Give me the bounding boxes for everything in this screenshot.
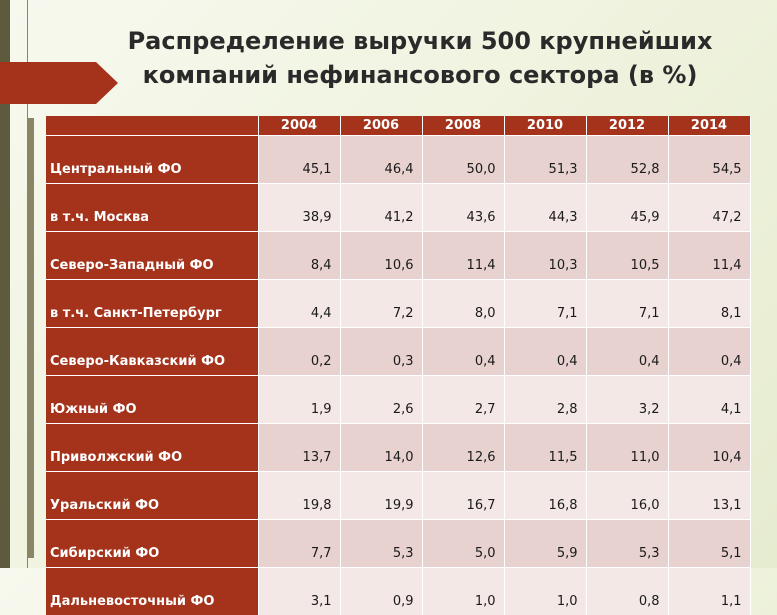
value-cell: 8,1 (668, 280, 750, 328)
value-cell: 0,2 (258, 328, 340, 376)
value-cell: 41,2 (340, 184, 422, 232)
value-cell: 5,3 (586, 520, 668, 568)
value-cell: 51,3 (504, 136, 586, 184)
region-label: в т.ч. Москва (46, 184, 258, 232)
year-header: 2010 (504, 116, 586, 136)
value-cell: 10,3 (504, 232, 586, 280)
value-cell: 50,0 (422, 136, 504, 184)
region-label: Северо-Западный ФО (46, 232, 258, 280)
year-header: 2012 (586, 116, 668, 136)
revenue-distribution-table: 2004 2006 2008 2010 2012 2014 Центральны… (46, 116, 751, 615)
value-cell: 7,1 (586, 280, 668, 328)
value-cell: 14,0 (340, 424, 422, 472)
value-cell: 38,9 (258, 184, 340, 232)
value-cell: 19,8 (258, 472, 340, 520)
value-cell: 4,4 (258, 280, 340, 328)
value-cell: 7,1 (504, 280, 586, 328)
value-cell: 10,6 (340, 232, 422, 280)
value-cell: 11,4 (668, 232, 750, 280)
slide-title-line-1: Распределение выручки 500 крупнейших (120, 24, 720, 58)
region-label: Уральский ФО (46, 472, 258, 520)
value-cell: 8,0 (422, 280, 504, 328)
value-cell: 10,5 (586, 232, 668, 280)
value-cell: 19,9 (340, 472, 422, 520)
value-cell: 2,8 (504, 376, 586, 424)
region-label: Приволжский ФО (46, 424, 258, 472)
year-header: 2006 (340, 116, 422, 136)
value-cell: 10,4 (668, 424, 750, 472)
value-cell: 7,7 (258, 520, 340, 568)
region-label: Дальневосточный ФО (46, 568, 258, 615)
title-arrow-decor (0, 62, 118, 104)
value-cell: 16,8 (504, 472, 586, 520)
value-cell: 16,0 (586, 472, 668, 520)
value-cell: 0,4 (422, 328, 504, 376)
value-cell: 0,4 (586, 328, 668, 376)
value-cell: 1,9 (258, 376, 340, 424)
region-label: Северо-Кавказский ФО (46, 328, 258, 376)
value-cell: 16,7 (422, 472, 504, 520)
region-label: Сибирский ФО (46, 520, 258, 568)
value-cell: 2,6 (340, 376, 422, 424)
value-cell: 11,5 (504, 424, 586, 472)
value-cell: 1,1 (668, 568, 750, 615)
value-cell: 13,7 (258, 424, 340, 472)
value-cell: 44,3 (504, 184, 586, 232)
value-cell: 2,7 (422, 376, 504, 424)
value-cell: 12,6 (422, 424, 504, 472)
value-cell: 3,2 (586, 376, 668, 424)
value-cell: 0,3 (340, 328, 422, 376)
value-cell: 11,0 (586, 424, 668, 472)
value-cell: 45,9 (586, 184, 668, 232)
value-cell: 1,0 (422, 568, 504, 615)
value-cell: 43,6 (422, 184, 504, 232)
value-cell: 1,0 (504, 568, 586, 615)
value-cell: 54,5 (668, 136, 750, 184)
value-cell: 45,1 (258, 136, 340, 184)
value-cell: 11,4 (422, 232, 504, 280)
slide-title: Распределение выручки 500 крупнейших ком… (120, 24, 720, 92)
value-cell: 0,4 (668, 328, 750, 376)
year-header: 2004 (258, 116, 340, 136)
value-cell: 8,4 (258, 232, 340, 280)
region-label: Центральный ФО (46, 136, 258, 184)
value-cell: 52,8 (586, 136, 668, 184)
value-cell: 5,0 (422, 520, 504, 568)
value-cell: 0,8 (586, 568, 668, 615)
year-header: 2014 (668, 116, 750, 136)
value-cell: 5,1 (668, 520, 750, 568)
value-cell: 4,1 (668, 376, 750, 424)
value-cell: 47,2 (668, 184, 750, 232)
value-cell: 5,3 (340, 520, 422, 568)
slide-title-line-2: компаний нефинансового сектора (в %) (120, 58, 720, 92)
region-label: Южный ФО (46, 376, 258, 424)
value-cell: 5,9 (504, 520, 586, 568)
table-header-corner (46, 116, 258, 136)
year-header: 2008 (422, 116, 504, 136)
value-cell: 46,4 (340, 136, 422, 184)
value-cell: 0,9 (340, 568, 422, 615)
region-label: в т.ч. Санкт-Петербург (46, 280, 258, 328)
value-cell: 7,2 (340, 280, 422, 328)
value-cell: 0,4 (504, 328, 586, 376)
table-header-row: 2004 2006 2008 2010 2012 2014 (46, 116, 750, 136)
value-cell: 3,1 (258, 568, 340, 615)
value-cell: 13,1 (668, 472, 750, 520)
table-accent-bar (28, 118, 34, 558)
